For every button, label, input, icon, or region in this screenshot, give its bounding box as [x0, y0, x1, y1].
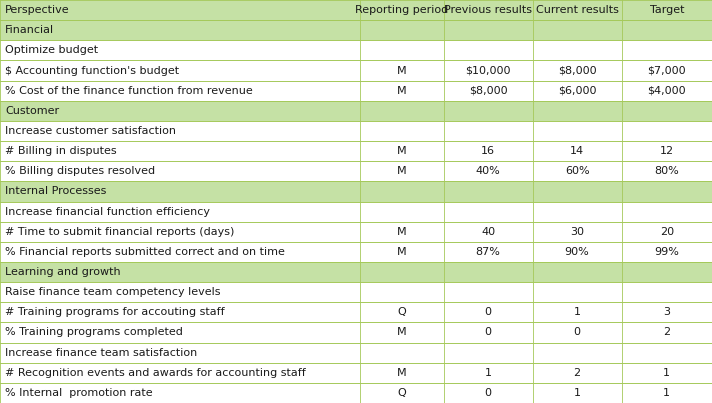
Bar — [0, 383, 712, 403]
Text: M: M — [397, 146, 407, 156]
Bar — [0, 222, 712, 242]
Text: # Training programs for accouting staff: # Training programs for accouting staff — [5, 307, 224, 317]
Text: 1: 1 — [664, 388, 670, 398]
Text: % Cost of the finance function from revenue: % Cost of the finance function from reve… — [5, 86, 253, 96]
Text: 80%: 80% — [654, 166, 679, 176]
Text: M: M — [397, 328, 407, 337]
Bar — [0, 0, 712, 20]
Text: M: M — [397, 166, 407, 176]
Text: 0: 0 — [485, 328, 491, 337]
Text: $6,000: $6,000 — [557, 86, 597, 96]
Text: Q: Q — [397, 307, 406, 317]
Bar — [0, 302, 712, 322]
Text: $7,000: $7,000 — [647, 66, 686, 75]
Text: Internal Processes: Internal Processes — [5, 187, 106, 196]
Bar — [0, 121, 712, 141]
Text: 14: 14 — [570, 146, 584, 156]
Text: Increase customer satisfaction: Increase customer satisfaction — [5, 126, 176, 136]
Text: 1: 1 — [664, 368, 670, 378]
Text: Customer: Customer — [5, 106, 59, 116]
Bar — [0, 363, 712, 383]
Text: # Recognition events and awards for accounting staff: # Recognition events and awards for acco… — [5, 368, 305, 378]
Text: Optimize budget: Optimize budget — [5, 46, 98, 55]
Text: 90%: 90% — [565, 247, 590, 257]
Text: M: M — [397, 86, 407, 96]
Text: % Financial reports submitted correct and on time: % Financial reports submitted correct an… — [5, 247, 285, 257]
Text: 40: 40 — [481, 227, 495, 237]
Text: Q: Q — [397, 388, 406, 398]
Text: M: M — [397, 247, 407, 257]
Text: % Training programs completed: % Training programs completed — [5, 328, 183, 337]
Text: Current results: Current results — [535, 5, 619, 15]
Bar — [0, 262, 712, 282]
Text: 60%: 60% — [565, 166, 590, 176]
Bar — [0, 40, 712, 60]
Bar — [0, 101, 712, 121]
Text: Financial: Financial — [5, 25, 54, 35]
Text: 0: 0 — [485, 307, 491, 317]
Text: Perspective: Perspective — [5, 5, 70, 15]
Text: 2: 2 — [573, 368, 581, 378]
Text: 20: 20 — [660, 227, 674, 237]
Text: $ Accounting function's budget: $ Accounting function's budget — [5, 66, 179, 75]
Text: 1: 1 — [574, 388, 580, 398]
Text: $10,000: $10,000 — [466, 66, 511, 75]
Text: % Internal  promotion rate: % Internal promotion rate — [5, 388, 152, 398]
Bar — [0, 161, 712, 181]
Bar — [0, 60, 712, 81]
Text: Learning and growth: Learning and growth — [5, 267, 120, 277]
Text: # Billing in disputes: # Billing in disputes — [5, 146, 117, 156]
Text: 3: 3 — [664, 307, 670, 317]
Text: $8,000: $8,000 — [557, 66, 597, 75]
Bar — [0, 141, 712, 161]
Bar — [0, 343, 712, 363]
Bar — [0, 242, 712, 262]
Text: 12: 12 — [660, 146, 674, 156]
Text: 16: 16 — [481, 146, 495, 156]
Bar — [0, 20, 712, 40]
Bar — [0, 282, 712, 302]
Text: 87%: 87% — [476, 247, 501, 257]
Text: $4,000: $4,000 — [647, 86, 686, 96]
Text: # Time to submit financial reports (days): # Time to submit financial reports (days… — [5, 227, 234, 237]
Text: Increase finance team satisfaction: Increase finance team satisfaction — [5, 348, 197, 357]
Text: 1: 1 — [485, 368, 491, 378]
Text: % Billing disputes resolved: % Billing disputes resolved — [5, 166, 155, 176]
Bar — [0, 81, 712, 101]
Text: Increase financial function efficiency: Increase financial function efficiency — [5, 207, 210, 216]
Text: 0: 0 — [485, 388, 491, 398]
Text: M: M — [397, 368, 407, 378]
Text: 99%: 99% — [654, 247, 679, 257]
Text: 2: 2 — [663, 328, 671, 337]
Text: M: M — [397, 66, 407, 75]
Bar — [0, 181, 712, 202]
Text: $8,000: $8,000 — [468, 86, 508, 96]
Bar — [0, 202, 712, 222]
Text: Target: Target — [649, 5, 684, 15]
Text: 30: 30 — [570, 227, 584, 237]
Text: 1: 1 — [574, 307, 580, 317]
Text: Raise finance team competency levels: Raise finance team competency levels — [5, 287, 221, 297]
Text: Reporting period: Reporting period — [355, 5, 448, 15]
Text: 40%: 40% — [476, 166, 501, 176]
Text: 0: 0 — [574, 328, 580, 337]
Text: M: M — [397, 227, 407, 237]
Bar — [0, 322, 712, 343]
Text: Previous results: Previous results — [444, 5, 532, 15]
